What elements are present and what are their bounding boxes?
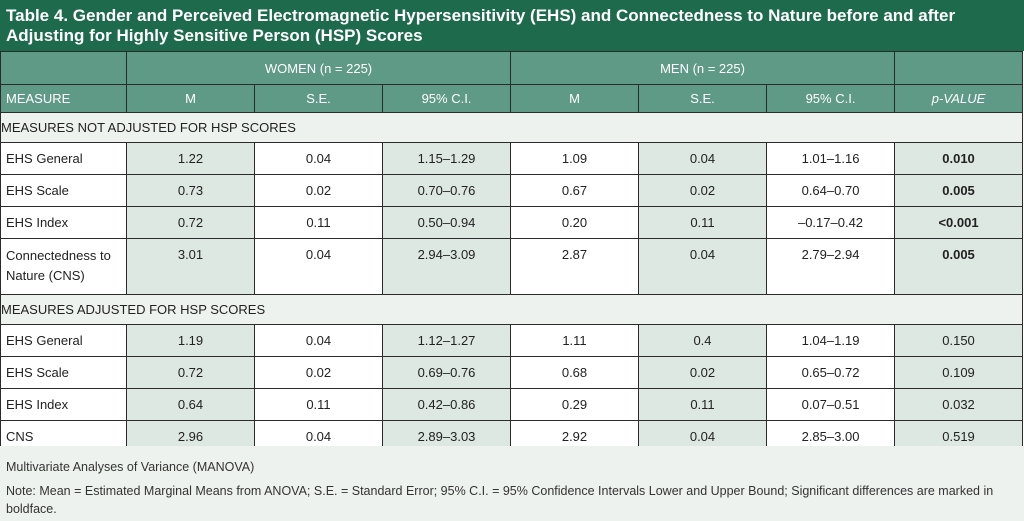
cell-p-value: 0.109 [894, 356, 1024, 389]
cell-p-value: 0.150 [894, 324, 1024, 357]
cell-m-ci: 0.07–0.51 [765, 388, 896, 421]
col-header-women-ci: 95% C.I. [382, 84, 511, 113]
row-measure-label: Connectedness to Nature (CNS) [0, 238, 127, 295]
group-header-row: WOMEN (n = 225) MEN (n = 225) [0, 51, 1024, 85]
cell-m-m: 0.67 [510, 174, 639, 207]
cell-m-se: 0.04 [638, 142, 767, 175]
cell-w-m: 0.73 [126, 174, 255, 207]
section-heading-row: MEASURES NOT ADJUSTED FOR HSP SCORES [0, 112, 1024, 143]
cell-m-ci: –0.17–0.42 [765, 206, 896, 239]
cell-m-se: 0.4 [638, 324, 767, 357]
group-women-header: WOMEN (n = 225) [126, 51, 511, 85]
cell-w-ci: 1.15–1.29 [382, 142, 511, 175]
group-women-label: WOMEN (n = 225) [264, 60, 373, 76]
row-measure-label: EHS General [0, 324, 127, 357]
cell-m-se: 0.11 [638, 388, 767, 421]
cell-w-m: 0.64 [126, 388, 255, 421]
cell-w-ci: 0.70–0.76 [382, 174, 511, 207]
cell-w-ci: 0.42–0.86 [382, 388, 511, 421]
table-row: EHS Scale 0.73 0.02 0.70–0.76 0.67 0.02 0.64–0… [0, 174, 1024, 207]
cell-p-value: <0.001 [894, 206, 1024, 239]
cell-m-ci: 1.04–1.19 [765, 324, 896, 357]
row-measure-label: EHS General [0, 142, 127, 175]
cell-m-m: 1.09 [510, 142, 639, 175]
col-header-men-m: M [510, 84, 639, 113]
cell-m-se: 0.11 [638, 206, 767, 239]
cell-w-se: 0.11 [254, 388, 383, 421]
table-row: EHS General 1.22 0.04 1.15–1.29 1.09 0.04 1.01… [0, 142, 1024, 175]
cell-m-m: 1.11 [510, 324, 639, 357]
cell-p-value: 0.005 [894, 238, 1024, 295]
cell-w-se: 0.04 [254, 324, 383, 357]
group-header-blank-right [894, 51, 1024, 85]
cell-w-ci: 1.12–1.27 [382, 324, 511, 357]
table-row: EHS Scale 0.72 0.02 0.69–0.76 0.68 0.02 0.65–0… [0, 356, 1024, 389]
cell-w-ci: 0.69–0.76 [382, 356, 511, 389]
group-men-label: MEN (n = 225) [660, 60, 745, 76]
note-legend: Note: Mean = Estimated Marginal Means fr… [6, 484, 994, 516]
col-header-men-ci: 95% C.I. [765, 84, 896, 113]
col-header-women-m: M [126, 84, 255, 113]
row-measure-label: EHS Index [0, 206, 127, 239]
cell-m-se: 0.02 [638, 356, 767, 389]
table-row: EHS General 1.19 0.04 1.12–1.27 1.11 0.4 1.04–… [0, 324, 1024, 357]
cell-p-value: 0.005 [894, 174, 1024, 207]
cell-w-m: 0.72 [126, 206, 255, 239]
results-table: WOMEN (n = 225) MEN (n = 225) MEASURE M … [0, 51, 1024, 453]
cell-w-se: 0.02 [254, 174, 383, 207]
cell-w-ci: 0.50–0.94 [382, 206, 511, 239]
cell-m-m: 0.29 [510, 388, 639, 421]
table-notes: Multivariate Analyses of Variance (MANOV… [0, 446, 1024, 521]
row-measure-label: EHS Scale [0, 174, 127, 207]
col-header-men-se: S.E. [638, 84, 767, 113]
cell-w-se: 0.04 [254, 142, 383, 175]
cell-w-m: 0.72 [126, 356, 255, 389]
cell-m-m: 0.68 [510, 356, 639, 389]
table-row: EHS Index 0.72 0.11 0.50–0.94 0.20 0.11 –0.17–… [0, 206, 1024, 239]
table-row: EHS Index 0.64 0.11 0.42–0.86 0.29 0.11 0.07–0… [0, 388, 1024, 421]
cell-p-value: 0.032 [894, 388, 1024, 421]
group-header-blank [0, 51, 127, 85]
cell-m-ci: 2.79–2.94 [765, 238, 896, 295]
col-header-p-value: p-VALUE [894, 84, 1024, 113]
table-row: Connectedness to Nature (CNS) 3.01 0.04 2.9… [0, 238, 1024, 295]
cell-m-ci: 1.01–1.16 [765, 142, 896, 175]
table-title: Table 4. Gender and Perceived Electromag… [0, 0, 1024, 51]
section-heading: MEASURES ADJUSTED FOR HSP SCORES [0, 294, 1024, 325]
cell-w-m: 3.01 [126, 238, 255, 295]
cell-m-se: 0.04 [638, 238, 767, 295]
section-heading-row: MEASURES ADJUSTED FOR HSP SCORES [0, 294, 1024, 325]
cell-w-se: 0.02 [254, 356, 383, 389]
row-measure-label: EHS Scale [0, 356, 127, 389]
cell-w-m: 1.22 [126, 142, 255, 175]
note-manova: Multivariate Analyses of Variance (MANOV… [6, 460, 255, 474]
row-measure-label: EHS Index [0, 388, 127, 421]
cell-m-ci: 0.64–0.70 [765, 174, 896, 207]
cell-p-value: 0.010 [894, 142, 1024, 175]
cell-w-m: 1.19 [126, 324, 255, 357]
cell-m-m: 2.87 [510, 238, 639, 295]
column-header-row: MEASURE M S.E. 95% C.I. M S.E. 95% C.I. … [0, 84, 1024, 113]
cell-w-se: 0.04 [254, 238, 383, 295]
cell-w-se: 0.11 [254, 206, 383, 239]
cell-m-ci: 0.65–0.72 [765, 356, 896, 389]
cell-m-m: 0.20 [510, 206, 639, 239]
col-header-women-se: S.E. [254, 84, 383, 113]
col-header-measure: MEASURE [0, 84, 127, 113]
cell-m-se: 0.02 [638, 174, 767, 207]
section-heading: MEASURES NOT ADJUSTED FOR HSP SCORES [0, 112, 1024, 143]
group-men-header: MEN (n = 225) [509, 51, 896, 85]
cell-w-ci: 2.94–3.09 [382, 238, 511, 295]
